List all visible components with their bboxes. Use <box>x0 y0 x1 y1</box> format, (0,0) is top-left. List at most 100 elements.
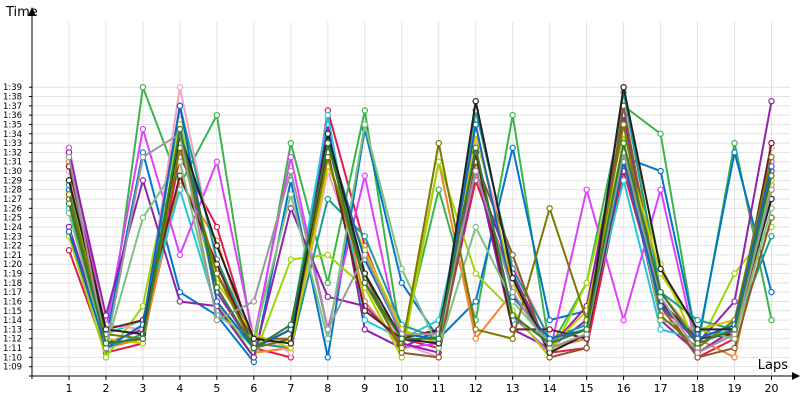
x-tick-label: 8 <box>324 382 331 395</box>
data-point <box>694 326 701 333</box>
series-line <box>68 86 773 359</box>
data-point <box>287 139 295 147</box>
x-tick-label: 5 <box>213 382 220 395</box>
data-point <box>583 186 590 193</box>
data-point <box>509 251 516 259</box>
data-point <box>768 139 775 147</box>
y-tick-label: 1:37 <box>3 102 22 112</box>
y-axis-title: Time <box>5 5 38 20</box>
data-point <box>250 298 258 305</box>
data-point <box>287 191 295 198</box>
data-point <box>250 335 258 342</box>
data-point <box>472 298 479 305</box>
x-tick-label: 16 <box>617 382 631 395</box>
y-tick-label: 1:21 <box>3 251 22 261</box>
y-tick-label: 1:35 <box>3 120 22 130</box>
data-point <box>398 344 405 352</box>
data-point <box>472 335 479 342</box>
x-tick-label: 11 <box>432 382 446 395</box>
data-point <box>361 316 368 324</box>
data-point <box>324 111 332 119</box>
data-point <box>472 223 479 231</box>
data-point <box>657 302 664 310</box>
data-point <box>620 84 627 91</box>
series-line <box>68 123 773 350</box>
data-point <box>509 144 516 151</box>
data-point <box>250 354 258 361</box>
y-tick-label: 1:28 <box>3 186 22 196</box>
data-point <box>435 354 442 361</box>
data-point <box>472 326 479 333</box>
data-point <box>65 247 73 254</box>
data-point <box>731 354 738 361</box>
x-tick-label: 14 <box>543 382 557 395</box>
data-point <box>287 153 295 161</box>
data-point <box>139 177 147 184</box>
data-point <box>213 242 221 249</box>
data-point <box>102 354 110 361</box>
data-point <box>768 186 775 193</box>
data-point <box>102 326 110 333</box>
data-point <box>287 167 295 175</box>
data-point <box>213 111 221 119</box>
data-point <box>324 139 332 147</box>
data-point <box>620 316 627 324</box>
data-point <box>472 121 479 128</box>
y-tick-label: 1:33 <box>3 139 22 149</box>
data-point <box>583 326 590 333</box>
data-point <box>176 251 184 259</box>
data-point <box>731 270 738 277</box>
data-point <box>694 340 701 347</box>
series-line <box>68 114 773 350</box>
data-point <box>324 326 332 333</box>
data-point <box>509 274 516 282</box>
series-line <box>68 104 773 350</box>
data-point <box>139 214 147 221</box>
data-point <box>694 349 701 356</box>
data-point <box>768 288 775 296</box>
data-point <box>324 335 332 342</box>
data-point <box>65 228 73 235</box>
data-point <box>768 153 775 161</box>
x-tick-label: 15 <box>580 382 594 395</box>
data-point <box>287 205 295 212</box>
data-point <box>435 139 442 147</box>
x-tick-label: 20 <box>765 382 779 395</box>
data-point <box>657 326 664 333</box>
data-point <box>657 312 664 319</box>
data-point <box>324 354 332 361</box>
data-point <box>546 316 553 324</box>
data-point <box>213 298 221 305</box>
x-tick-label: 12 <box>469 382 483 395</box>
data-point <box>509 312 516 319</box>
y-tick-label: 1:31 <box>3 158 22 168</box>
data-point <box>65 177 73 184</box>
data-point <box>398 265 405 273</box>
data-point <box>65 200 73 207</box>
x-tick-label: 9 <box>361 382 368 395</box>
x-tick-label: 17 <box>654 382 668 395</box>
data-point <box>176 298 184 305</box>
data-point <box>139 84 147 91</box>
data-point <box>509 335 516 342</box>
data-point <box>583 279 590 287</box>
data-point <box>361 307 368 314</box>
data-point <box>361 172 368 179</box>
data-point <box>435 186 442 193</box>
y-tick-label: 1:26 <box>3 204 22 214</box>
data-point <box>583 344 590 352</box>
x-tick-label: 10 <box>395 382 409 395</box>
series-line <box>67 86 773 359</box>
series-line <box>67 128 773 354</box>
data-point <box>287 321 295 328</box>
data-point <box>287 256 295 263</box>
y-tick-label: 1:30 <box>3 167 22 177</box>
y-tick-label: 1:34 <box>3 130 22 140</box>
x-axis-title: Laps <box>758 358 788 373</box>
y-tick-label: 1:22 <box>3 242 22 252</box>
x-tick-label: 3 <box>139 382 146 395</box>
y-tick-label: 1:19 <box>3 270 22 280</box>
data-point <box>176 186 184 193</box>
y-tick-label: 1:36 <box>3 111 22 121</box>
data-point <box>509 111 516 119</box>
